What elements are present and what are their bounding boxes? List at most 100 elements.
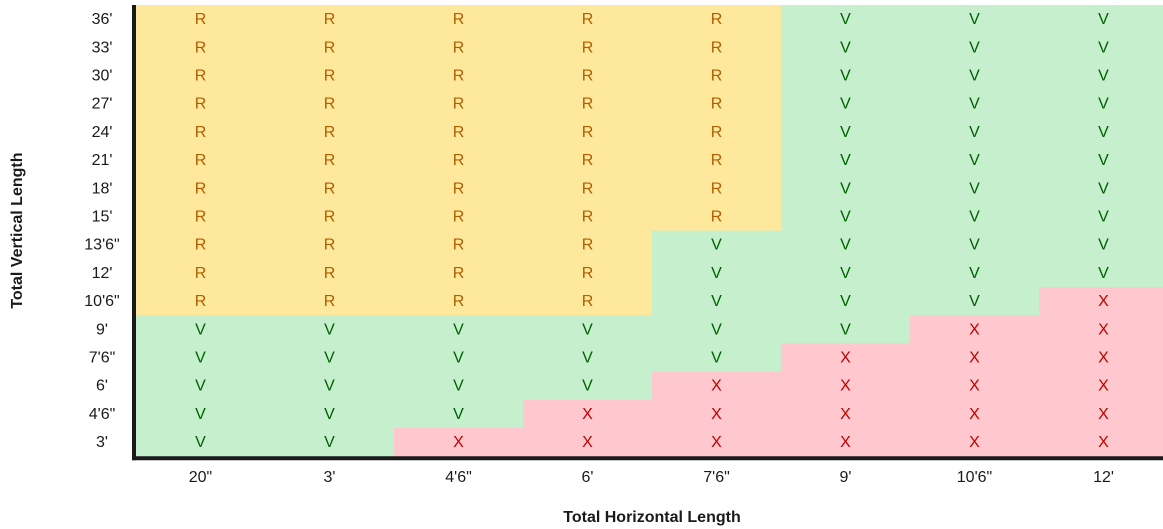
- x-tick-label: 4'6": [445, 469, 472, 486]
- heatmap-cell: [1039, 5, 1163, 34]
- cell-label: V: [969, 237, 980, 254]
- cell-label: V: [1098, 265, 1109, 282]
- heatmap-cell: [1039, 343, 1163, 373]
- cell-label: V: [969, 265, 980, 282]
- y-tick-label: 4'6": [89, 406, 116, 423]
- heatmap-cell: [523, 5, 653, 34]
- heatmap-cell: [136, 89, 266, 119]
- cell-label: R: [711, 180, 723, 197]
- heatmap-cell: [652, 33, 782, 62]
- cell-label: R: [582, 68, 594, 85]
- heatmap-cell: [523, 33, 653, 62]
- x-tick-labels: 20" 3' 4'6" 6' 7'6" 9' 10'6" 12': [189, 469, 1114, 486]
- heatmap-cell: [523, 428, 653, 457]
- y-tick-label: 18': [92, 180, 113, 197]
- cell-label: R: [324, 39, 336, 56]
- heatmap-cell: [136, 287, 266, 316]
- heatmap-cell: [136, 399, 266, 429]
- heatmap-cell: [1039, 33, 1163, 62]
- cell-label: V: [711, 293, 722, 310]
- heatmap-cell: [136, 428, 266, 457]
- cell-label: V: [582, 378, 593, 395]
- y-tick-label: 12': [92, 265, 113, 282]
- cell-label: V: [969, 68, 980, 85]
- cell-label: R: [453, 237, 465, 254]
- heatmap-cell: [652, 89, 782, 119]
- heatmap-cell: [1039, 315, 1163, 344]
- heatmap-cell: [136, 230, 266, 260]
- cell-label: R: [453, 96, 465, 113]
- y-tick-label: 27': [92, 96, 113, 113]
- cell-label: X: [1098, 406, 1109, 423]
- heatmap-cell: [652, 230, 782, 260]
- cell-label: R: [711, 68, 723, 85]
- y-tick-label: 7'6": [89, 350, 116, 367]
- heatmap-cell: [394, 146, 524, 175]
- heatmap-cells: R R R R R V V VR R R R R V V VR R R R R V V VR R R R R V V VR R R R R V V V…: [136, 5, 1163, 457]
- heatmap-cell: [265, 5, 395, 34]
- heatmap-cell: [1039, 174, 1163, 203]
- cell-label: X: [840, 378, 851, 395]
- cell-label: X: [969, 321, 980, 338]
- heatmap-cell: [523, 61, 653, 91]
- heatmap-cell: [394, 5, 524, 34]
- heatmap-cell: [781, 343, 911, 373]
- y-tick-labels: 36' 33' 30' 27' 24' 21' 18' 15' 13'6" 12' 10'6" 9' 7…: [84, 11, 119, 451]
- x-tick-label: 6': [582, 469, 594, 486]
- cell-label: R: [711, 39, 723, 56]
- cell-label: R: [324, 68, 336, 85]
- cell-label: X: [711, 406, 722, 423]
- heatmap-cell: [523, 230, 653, 260]
- heatmap-cell: [910, 89, 1040, 119]
- heatmap-cell: [136, 371, 266, 401]
- heatmap-cell: [523, 174, 653, 203]
- cell-label: R: [453, 293, 465, 310]
- y-tick-label: 33': [92, 39, 113, 56]
- cell-label: V: [1098, 237, 1109, 254]
- heatmap-cell: [1039, 202, 1163, 232]
- cell-label: V: [969, 209, 980, 226]
- cell-label: V: [582, 321, 593, 338]
- heatmap-cell: [1039, 146, 1163, 175]
- heatmap-cell: [910, 174, 1040, 203]
- cell-label: V: [582, 350, 593, 367]
- heatmap-cell: [652, 315, 782, 344]
- heatmap-cell: [265, 315, 395, 344]
- cell-label: X: [840, 406, 851, 423]
- cell-label: R: [711, 11, 723, 28]
- y-tick-label: 9': [96, 321, 108, 338]
- cell-label: R: [711, 152, 723, 169]
- heatmap-cell: [265, 89, 395, 119]
- x-axis-title: Total Horizontal Length: [563, 509, 740, 526]
- cell-label: V: [324, 321, 335, 338]
- heatmap-cell: [136, 146, 266, 175]
- heatmap-cell: [394, 89, 524, 119]
- cell-label: V: [840, 96, 851, 113]
- heatmap-cell: [652, 343, 782, 373]
- heatmap-cell: [136, 117, 266, 147]
- heatmap-cell: [652, 428, 782, 457]
- heatmap-cell: [394, 202, 524, 232]
- cell-label: X: [1098, 293, 1109, 310]
- heatmap-cell: [523, 371, 653, 401]
- y-tick-label: 21': [92, 152, 113, 169]
- heatmap-cell: [781, 399, 911, 429]
- heatmap-cell: [1039, 258, 1163, 288]
- cell-label: V: [1098, 152, 1109, 169]
- heatmap-cell: [394, 258, 524, 288]
- cell-label: R: [711, 96, 723, 113]
- cell-label: V: [840, 11, 851, 28]
- heatmap-cell: [781, 117, 911, 147]
- cell-label: R: [582, 39, 594, 56]
- cell-label: X: [711, 434, 722, 451]
- cell-label: V: [324, 350, 335, 367]
- cell-label: V: [453, 350, 464, 367]
- heatmap-cell: [910, 399, 1040, 429]
- cell-label: R: [324, 152, 336, 169]
- cell-label: X: [969, 406, 980, 423]
- cell-label: R: [324, 237, 336, 254]
- heatmap-cell: [523, 89, 653, 119]
- cell-label: X: [969, 378, 980, 395]
- heatmap-cell: [394, 230, 524, 260]
